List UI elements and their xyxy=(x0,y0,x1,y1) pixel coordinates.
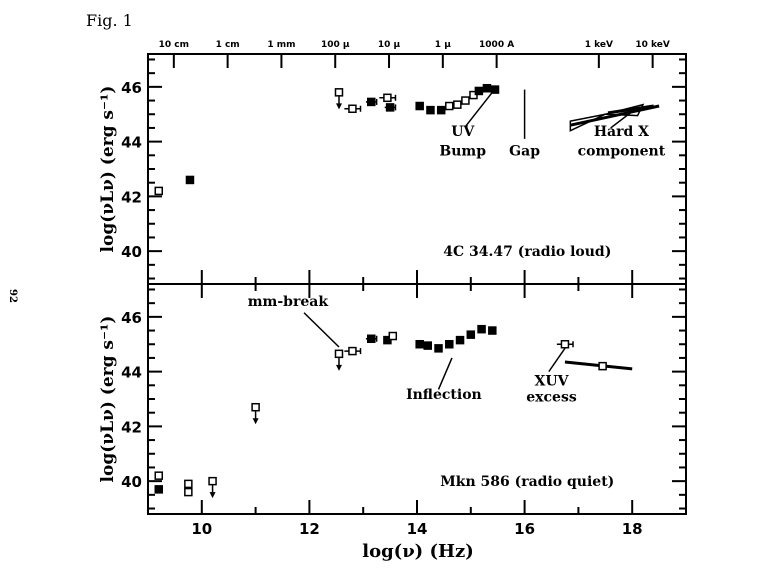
data-point xyxy=(455,335,465,345)
panel-name: Mkn 586 (radio quiet) xyxy=(440,474,614,490)
leader-line xyxy=(548,347,566,373)
top-wavelength-axis: 10 cm 1 cm 1 mm 100 μ 10 μ 1 μ 1000 A 1 keV 10 k… xyxy=(159,40,670,50)
data-point xyxy=(184,479,193,489)
error-wedge xyxy=(605,103,645,117)
data-point xyxy=(461,96,470,105)
data-point xyxy=(383,93,392,103)
data-point xyxy=(154,471,164,480)
leader-line xyxy=(303,312,340,348)
leader-line xyxy=(437,357,453,390)
top-axis-label: 10 keV xyxy=(635,40,670,50)
data-point xyxy=(436,105,446,115)
data-point xyxy=(474,86,484,96)
y-tick-label: 44 xyxy=(121,134,142,152)
x-tick-label: 12 xyxy=(299,520,320,538)
top-axis-label: 10 cm xyxy=(159,40,189,50)
annotation-label: UV xyxy=(451,124,475,140)
data-point xyxy=(385,103,395,112)
top-axis-label: 1 mm xyxy=(267,40,295,50)
annotation-label: Inflection xyxy=(406,387,482,403)
annotation-label: component xyxy=(578,143,666,159)
data-point xyxy=(477,324,486,334)
powerlaw-line xyxy=(570,104,660,127)
y-axis-title: log(νLν) (erg s⁻¹) xyxy=(98,316,118,483)
data-point xyxy=(334,349,344,359)
figure-label: Fig. 1 xyxy=(86,11,133,30)
data-point xyxy=(334,88,344,97)
data-point xyxy=(434,344,443,353)
data-point xyxy=(367,334,376,344)
annotation-label: mm-break xyxy=(248,294,329,310)
x-tick-label: 18 xyxy=(622,520,643,538)
data-point xyxy=(560,339,570,349)
leader-line xyxy=(464,91,493,128)
x-tick-label: 16 xyxy=(514,520,535,538)
panel-name: 4C 34.47 (radio loud) xyxy=(443,244,611,260)
data-point xyxy=(445,339,454,349)
leader-line xyxy=(610,110,633,129)
upper-limit-arrow xyxy=(252,418,259,425)
page-number: 92 xyxy=(7,289,18,303)
data-point xyxy=(251,402,260,412)
y-axis-title: log(νLν) (erg s⁻¹) xyxy=(98,86,118,253)
top-axis-label: 10 μ xyxy=(378,40,401,50)
y-tick-label: 46 xyxy=(121,79,142,97)
data-point xyxy=(184,487,193,497)
y-tick-label: 44 xyxy=(121,364,142,382)
data-point xyxy=(154,186,164,196)
data-point xyxy=(348,346,357,356)
annotation-label: Bump xyxy=(439,143,486,159)
data-point xyxy=(154,485,164,494)
panel-mkn-586: 40 42 44 46 10 12 14 16 18 log(νLν) (erg s⁻¹) mm-b… xyxy=(98,283,687,538)
data-point xyxy=(453,100,462,109)
y-tick-label: 42 xyxy=(121,188,142,206)
x-axis-title: log(ν) (Hz) xyxy=(362,541,473,562)
data-point xyxy=(415,101,424,111)
error-wedge xyxy=(569,113,606,132)
y-tick-label: 42 xyxy=(121,418,142,436)
data-point xyxy=(348,104,357,114)
x-tick-label: 10 xyxy=(191,520,212,538)
top-axis-label: 100 μ xyxy=(321,40,350,50)
annotation-label: XUV xyxy=(535,373,570,389)
data-point xyxy=(445,101,454,111)
annotation-label: Gap xyxy=(509,143,540,159)
top-axis-label: 1 μ xyxy=(435,40,451,50)
data-point xyxy=(415,339,424,349)
upper-limit-arrow xyxy=(335,364,342,371)
top-axis-label: 1 cm xyxy=(216,40,240,50)
data-point xyxy=(482,83,492,93)
annotation-label: excess xyxy=(526,390,577,406)
x-tick-label: 14 xyxy=(407,520,428,538)
data-point xyxy=(367,97,376,107)
data-point xyxy=(423,341,433,350)
top-axis-label: 1000 A xyxy=(479,40,514,50)
data-point xyxy=(488,326,497,335)
data-point xyxy=(388,331,398,341)
data-point xyxy=(490,85,500,94)
y-tick-label: 46 xyxy=(121,309,142,327)
top-axis-label: 1 keV xyxy=(585,40,613,50)
y-tick-label: 40 xyxy=(121,473,142,491)
data-point xyxy=(466,330,476,339)
upper-limit-arrow xyxy=(335,103,342,110)
y-tick-label: 40 xyxy=(121,243,142,261)
data-point xyxy=(208,476,217,486)
data-point xyxy=(185,175,195,185)
upper-limit-arrow xyxy=(209,492,216,499)
annotation-label: Hard X xyxy=(594,124,649,140)
data-point xyxy=(598,361,607,371)
data-point xyxy=(426,105,435,115)
